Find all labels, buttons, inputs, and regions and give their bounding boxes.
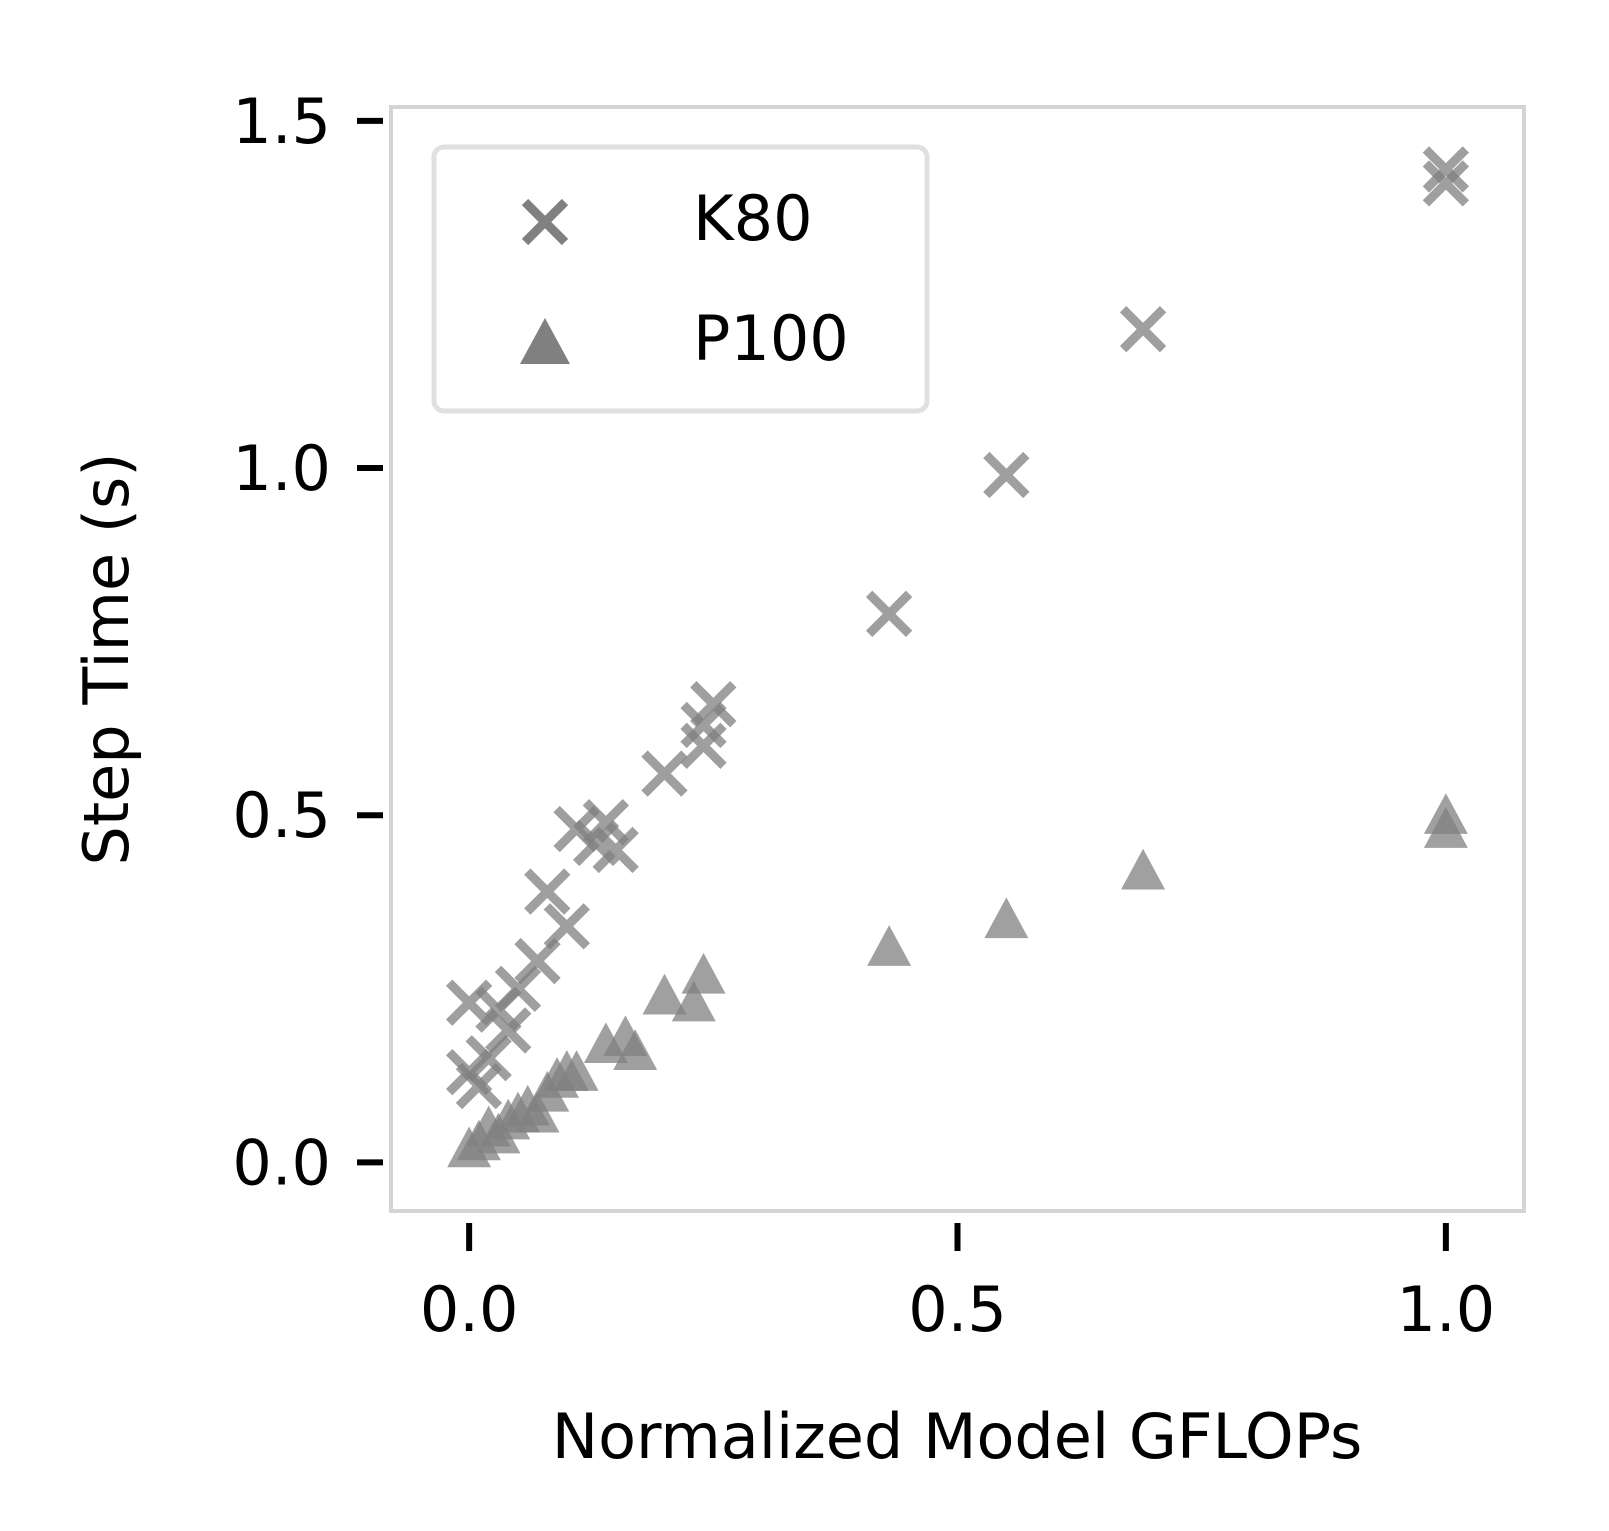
point-k80 [592,826,639,874]
y-tick-label: 0.5 [232,779,331,852]
point-k80 [543,903,590,950]
x-axis-label: Normalized Model GFLOPs [552,1400,1363,1473]
point-k80 [865,590,913,638]
point-k80 [1422,146,1470,193]
x-tick-label: 0.5 [908,1273,1007,1346]
point-k80 [485,1007,532,1054]
plot-area [389,105,1526,1213]
point-p100 [1423,793,1468,834]
legend-marker-k80 [521,198,569,246]
point-k80 [455,1062,503,1110]
point-k80 [690,680,737,728]
point-p100 [681,952,726,994]
legend-label-k80: K80 [693,182,813,255]
point-k80 [524,868,571,915]
point-p100 [515,1091,560,1133]
point-k80 [1119,306,1167,353]
point-k80 [465,1035,512,1082]
legend: K80 P100 [431,144,930,414]
point-k80 [1422,160,1470,207]
point-p100 [867,925,912,966]
legend-label-p100: P100 [693,302,849,375]
legend-marker-p100 [520,318,570,364]
legend-box [431,144,930,414]
y-axis: 0.0 0.5 1.0 1.5 [232,85,383,1199]
point-k80 [494,965,542,1012]
point-p100 [613,1029,658,1071]
y-tick-label: 0.0 [232,1126,331,1199]
y-tick-label: 1.0 [232,432,331,505]
x-axis: 0.0 0.5 1.0 [420,1223,1495,1346]
point-k80 [983,451,1030,499]
x-tick-label: 0.0 [420,1273,519,1346]
point-p100 [1121,848,1166,890]
point-p100 [671,980,716,1022]
point-k80 [582,798,630,846]
point-p100 [642,973,687,1015]
point-k80 [641,750,688,797]
point-p100 [554,1050,599,1091]
plot-frame [389,105,1526,1213]
point-p100 [984,897,1029,939]
y-tick-label: 1.5 [232,85,331,158]
x-tick-label: 1.0 [1397,1273,1496,1346]
y-axis-label: Step Time (s) [70,453,143,866]
